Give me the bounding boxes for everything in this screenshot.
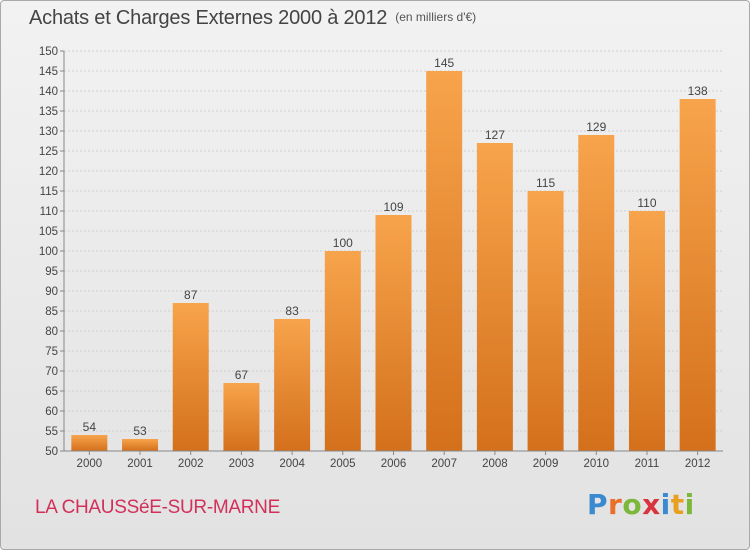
- bar-2007: [426, 71, 463, 451]
- y-tick-label: 95: [45, 266, 58, 278]
- y-tick-label: 75: [45, 346, 58, 358]
- x-tick-label-2001: 2001: [127, 458, 153, 470]
- x-tick-label-2002: 2002: [178, 458, 204, 470]
- bars: [71, 71, 716, 451]
- logo-letter: x: [642, 488, 661, 521]
- x-tick-label-2006: 2006: [381, 458, 407, 470]
- x-tick-label-2010: 2010: [583, 458, 609, 470]
- y-tick-label: 135: [39, 106, 58, 118]
- data-label-2005: 100: [333, 236, 353, 250]
- chart-title-block: Achats et Charges Externes 2000 à 2012 (e…: [29, 7, 476, 30]
- y-tick-label: 100: [39, 246, 58, 258]
- x-tick-label-2005: 2005: [330, 458, 356, 470]
- chart-subtitle: (en milliers d'€): [395, 10, 477, 24]
- data-labels: 54 53 87 67 83 100 109 145 127 115 129 110 138: [83, 56, 708, 438]
- bar-2011: [628, 211, 665, 451]
- data-label-2008: 127: [485, 128, 505, 142]
- y-tick-label: 150: [39, 46, 58, 58]
- data-label-2003: 67: [235, 368, 249, 382]
- bar-2004: [274, 319, 311, 451]
- data-label-2010: 129: [586, 120, 606, 134]
- bar-2002: [172, 303, 209, 451]
- logo-letter: t: [670, 488, 685, 521]
- chart-title: Achats et Charges Externes 2000 à 2012: [29, 7, 388, 29]
- x-tick-label-2000: 2000: [77, 458, 103, 470]
- bar-2003: [223, 383, 260, 451]
- y-tick-label: 125: [39, 146, 58, 158]
- data-label-2000: 54: [83, 420, 97, 434]
- data-label-2011: 110: [637, 196, 656, 210]
- data-label-2009: 115: [536, 176, 555, 190]
- y-tick-label: 55: [45, 426, 58, 438]
- y-tick-label: 85: [45, 306, 58, 318]
- bar-2000: [71, 435, 108, 451]
- x-axis-ticks: 2000 2001 2002 2003 2004 2005 2006 2007 2008 2009…: [77, 451, 711, 470]
- y-tick-label: 65: [45, 386, 58, 398]
- logo-letter: i: [660, 488, 671, 521]
- x-tick-label-2003: 2003: [229, 458, 255, 470]
- x-tick-label-2011: 2011: [635, 458, 660, 470]
- data-label-2012: 138: [688, 84, 708, 98]
- y-tick-label: 50: [45, 446, 58, 458]
- y-tick-label: 60: [45, 406, 58, 418]
- proxiti-logo: Proxiti: [587, 488, 695, 521]
- data-label-2007: 145: [434, 56, 454, 70]
- data-label-2004: 83: [285, 304, 299, 318]
- y-tick-label: 130: [39, 126, 58, 138]
- y-tick-label: 105: [39, 226, 58, 238]
- y-tick-label: 115: [40, 186, 58, 198]
- data-label-2001: 53: [133, 424, 147, 438]
- y-tick-label: 145: [39, 66, 58, 78]
- data-label-2006: 109: [383, 200, 403, 214]
- bar-2008: [476, 143, 513, 451]
- x-tick-label-2007: 2007: [431, 458, 457, 470]
- logo-letter: o: [622, 488, 643, 521]
- y-tick-label: 90: [45, 286, 58, 298]
- bar-2005: [324, 251, 361, 451]
- bar-2006: [375, 215, 412, 451]
- bar-2012: [679, 99, 716, 451]
- location-name: LA CHAUSSéE-SUR-MARNE: [35, 497, 280, 518]
- x-tick-label-2009: 2009: [533, 458, 559, 470]
- logo-letter: r: [608, 488, 623, 521]
- bar-2010: [578, 135, 615, 451]
- bar-2001: [122, 439, 159, 451]
- y-tick-label: 140: [39, 86, 58, 98]
- y-tick-label: 70: [45, 366, 58, 378]
- y-tick-label: 80: [45, 326, 58, 338]
- logo-letter: i: [684, 488, 695, 521]
- logo-letter: P: [587, 488, 609, 521]
- bar-2009: [527, 191, 564, 451]
- x-tick-label-2008: 2008: [482, 458, 508, 470]
- x-tick-label-2012: 2012: [685, 458, 711, 470]
- y-tick-label: 110: [40, 206, 58, 218]
- y-tick-label: 120: [39, 166, 58, 178]
- data-label-2002: 87: [184, 288, 198, 302]
- x-tick-label-2004: 2004: [279, 458, 305, 470]
